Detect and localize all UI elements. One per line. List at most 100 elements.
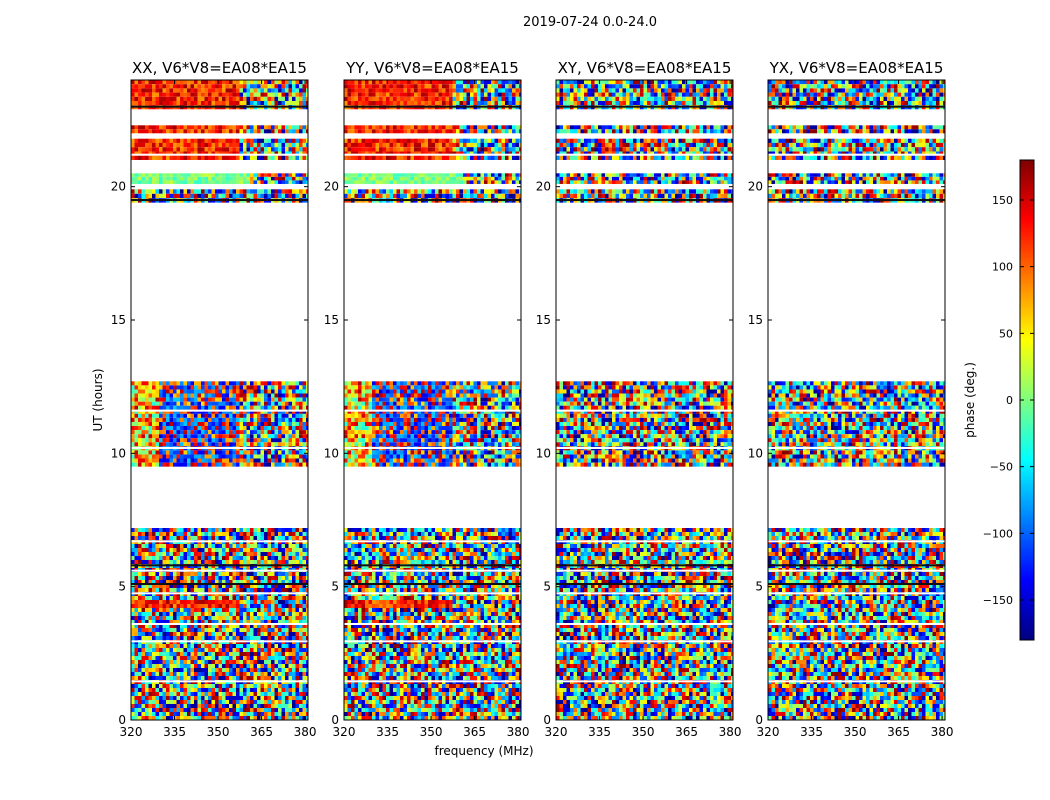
heatmap-cell — [267, 676, 271, 680]
heatmap-cell — [148, 668, 152, 672]
heatmap-cell — [232, 668, 236, 672]
heatmap-cell — [180, 596, 184, 600]
heatmap-cell — [243, 430, 247, 435]
heatmap-cell — [218, 80, 222, 85]
heatmap-cell — [134, 138, 138, 143]
heatmap-cell — [155, 556, 159, 560]
heatmap-cell — [204, 101, 208, 106]
heatmap-cell — [264, 458, 268, 463]
heatmap-cell — [239, 189, 243, 194]
heatmap-cell — [141, 96, 145, 101]
heatmap-cell — [155, 644, 159, 648]
heatmap-cell — [145, 588, 149, 592]
heatmap-cell — [141, 648, 145, 652]
heatmap-cell — [169, 600, 173, 604]
heatmap-cell — [225, 193, 229, 199]
heatmap-cell — [281, 684, 285, 688]
heatmap-cell — [197, 648, 201, 652]
heatmap-cell — [166, 676, 170, 680]
heatmap-cell — [222, 676, 226, 680]
heatmap-cell — [218, 644, 222, 648]
heatmap-cell — [246, 458, 250, 463]
heatmap-cell — [204, 696, 208, 700]
heatmap-cell — [155, 450, 159, 455]
heatmap-cell — [442, 628, 446, 632]
heatmap-cell — [239, 401, 243, 406]
heatmap-cell — [264, 393, 268, 398]
heatmap-cell — [134, 576, 138, 580]
heatmap-cell — [267, 422, 271, 427]
heatmap-cell — [260, 548, 264, 552]
heatmap-cell — [155, 620, 159, 624]
heatmap-cell — [271, 180, 275, 184]
heatmap-cell — [208, 88, 212, 93]
heatmap-cell — [281, 180, 285, 184]
heatmap-cell — [379, 608, 383, 612]
heatmap-cell — [463, 616, 467, 620]
heatmap-cell — [229, 576, 233, 580]
heatmap-cell — [452, 632, 456, 636]
heatmap-cell — [260, 92, 264, 97]
heatmap-cell — [431, 624, 435, 628]
heatmap-cell — [194, 381, 198, 386]
heatmap-cell — [473, 636, 477, 640]
heatmap-cell — [435, 624, 439, 628]
heatmap-cell — [292, 688, 296, 692]
heatmap-cell — [400, 636, 404, 640]
heatmap-cell — [491, 608, 495, 612]
heatmap-cell — [271, 462, 275, 467]
heatmap-cell — [288, 548, 292, 552]
heatmap-cell — [197, 600, 201, 604]
heatmap-cell — [243, 636, 247, 640]
heatmap-cell — [292, 180, 296, 184]
heatmap-cell — [281, 462, 285, 467]
heatmap-cell — [306, 101, 308, 106]
heatmap-cell — [222, 620, 226, 624]
heatmap-cell — [180, 600, 184, 604]
heatmap-cell — [225, 180, 229, 184]
heatmap-cell — [145, 664, 149, 668]
heatmap-cell — [232, 584, 236, 588]
heatmap-cell — [386, 620, 390, 624]
heatmap-cell — [141, 147, 145, 152]
heatmap-cell — [162, 422, 166, 427]
heatmap-cell — [148, 572, 152, 576]
heatmap-cell — [288, 532, 292, 536]
heatmap-cell — [162, 434, 166, 439]
heatmap-cell — [229, 385, 233, 390]
heatmap-cell — [260, 401, 264, 406]
heatmap-cell — [243, 588, 247, 592]
heatmap-cell — [302, 688, 306, 692]
heatmap-cell — [215, 636, 219, 640]
heatmap-cell — [278, 572, 282, 576]
heatmap-cell — [281, 704, 285, 708]
heatmap-cell — [515, 628, 519, 632]
heatmap-cell — [264, 648, 268, 652]
heatmap-cell — [271, 604, 275, 608]
heatmap-cell — [243, 422, 247, 427]
heatmap-cell — [159, 125, 163, 130]
heatmap-cell — [194, 576, 198, 580]
heatmap-cell — [243, 88, 247, 93]
heatmap-cell — [141, 458, 145, 463]
heatmap-cell — [358, 608, 362, 612]
heatmap-cell — [229, 405, 233, 410]
heatmap-cell — [257, 712, 261, 716]
heatmap-cell — [148, 389, 152, 394]
heatmap-cell — [169, 644, 173, 648]
heatmap-cell — [159, 173, 163, 177]
heatmap-cell — [169, 176, 173, 181]
heatmap-cell — [145, 688, 149, 692]
heatmap-cell — [211, 176, 215, 181]
heatmap-cell — [232, 80, 236, 85]
heatmap-cell — [187, 588, 191, 592]
heatmap-cell — [264, 450, 268, 455]
heatmap-cell — [257, 405, 261, 410]
heatmap-cell — [180, 704, 184, 708]
heatmap-cell — [250, 454, 254, 459]
heatmap-cell — [519, 632, 521, 636]
heatmap-cell — [239, 532, 243, 536]
heatmap-cell — [264, 189, 268, 194]
heatmap-cell — [257, 600, 261, 604]
heatmap-cell — [176, 173, 180, 177]
